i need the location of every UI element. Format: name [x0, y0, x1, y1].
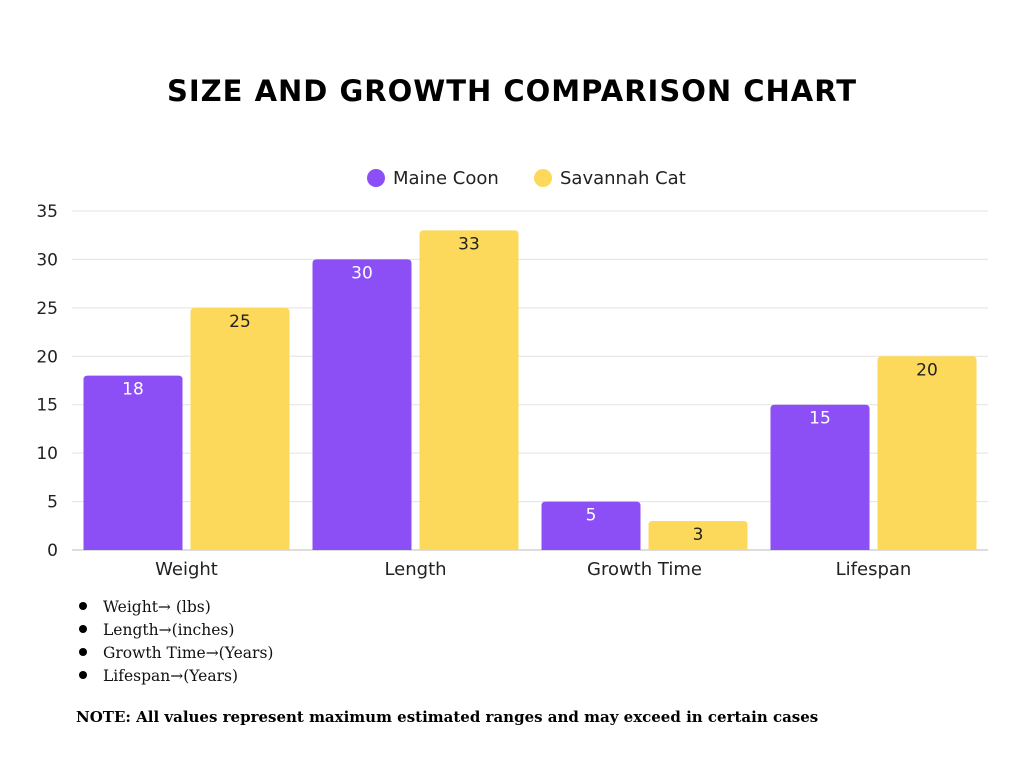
bullet-icon — [79, 602, 87, 610]
bar-value-label: 15 — [809, 409, 831, 429]
bar-value-label: 33 — [458, 234, 480, 254]
y-tick-label: 25 — [36, 299, 58, 319]
bar-value-label: 20 — [916, 360, 938, 380]
bar-value-label: 25 — [229, 312, 251, 332]
bar-maine-coon — [312, 259, 412, 550]
bar-savannah-cat — [648, 520, 748, 550]
y-tick-label: 15 — [36, 396, 58, 416]
bar-value-label: 5 — [586, 506, 597, 526]
bar-maine-coon — [83, 375, 183, 550]
legend: Maine Coon Savannah Cat — [367, 168, 686, 189]
unit-note: Growth Time→(Years) — [76, 642, 273, 665]
unit-note: Weight→ (lbs) — [76, 596, 273, 619]
x-category-label: Length — [384, 559, 446, 580]
bar-chart: 0 5 10 15 20 25 30 35 18 25 30 33 5 3 15 20 Weight Leng… — [36, 168, 988, 580]
footnote: NOTE: All values represent maximum estim… — [76, 708, 819, 726]
unit-note: Lifespan→(Years) — [76, 665, 273, 688]
unit-note-text: Length→(inches) — [103, 621, 235, 639]
legend-label: Savannah Cat — [560, 168, 686, 189]
x-category-label: Weight — [155, 559, 218, 580]
unit-note-text: Lifespan→(Years) — [103, 667, 239, 685]
bar-maine-coon — [541, 501, 641, 550]
unit-note: Length→(inches) — [76, 619, 273, 642]
bullet-icon — [79, 648, 87, 656]
y-tick-label: 30 — [36, 250, 58, 270]
y-tick-label: 5 — [47, 493, 58, 513]
bar-value-label: 30 — [351, 263, 373, 283]
bar-value-label: 3 — [693, 525, 704, 545]
bar-maine-coon — [770, 404, 870, 550]
unit-notes-list: Weight→ (lbs) Length→(inches) Growth Tim… — [76, 596, 273, 688]
chart-title: SIZE AND GROWTH COMPARISON CHART — [166, 74, 858, 108]
legend-label: Maine Coon — [393, 168, 499, 189]
y-tick-label: 0 — [47, 541, 58, 561]
x-category-label: Growth Time — [587, 559, 702, 580]
x-category-label: Lifespan — [836, 559, 912, 580]
bullet-icon — [79, 671, 87, 679]
bullet-icon — [79, 625, 87, 633]
unit-note-text: Growth Time→(Years) — [103, 644, 274, 662]
y-tick-label: 10 — [36, 444, 58, 464]
bar-savannah-cat — [190, 307, 290, 550]
legend-marker — [534, 169, 552, 187]
unit-note-text: Weight→ (lbs) — [103, 598, 211, 616]
bars: 18 25 30 33 5 3 15 20 — [83, 230, 977, 550]
legend-marker — [367, 169, 385, 187]
y-tick-label: 20 — [36, 347, 58, 367]
y-tick-label: 35 — [36, 202, 58, 222]
bar-savannah-cat — [877, 356, 977, 550]
x-axis: Weight Length Growth Time Lifespan — [155, 559, 911, 580]
bar-savannah-cat — [419, 230, 519, 550]
y-axis: 0 5 10 15 20 25 30 35 — [36, 202, 58, 561]
bar-value-label: 18 — [122, 380, 144, 400]
